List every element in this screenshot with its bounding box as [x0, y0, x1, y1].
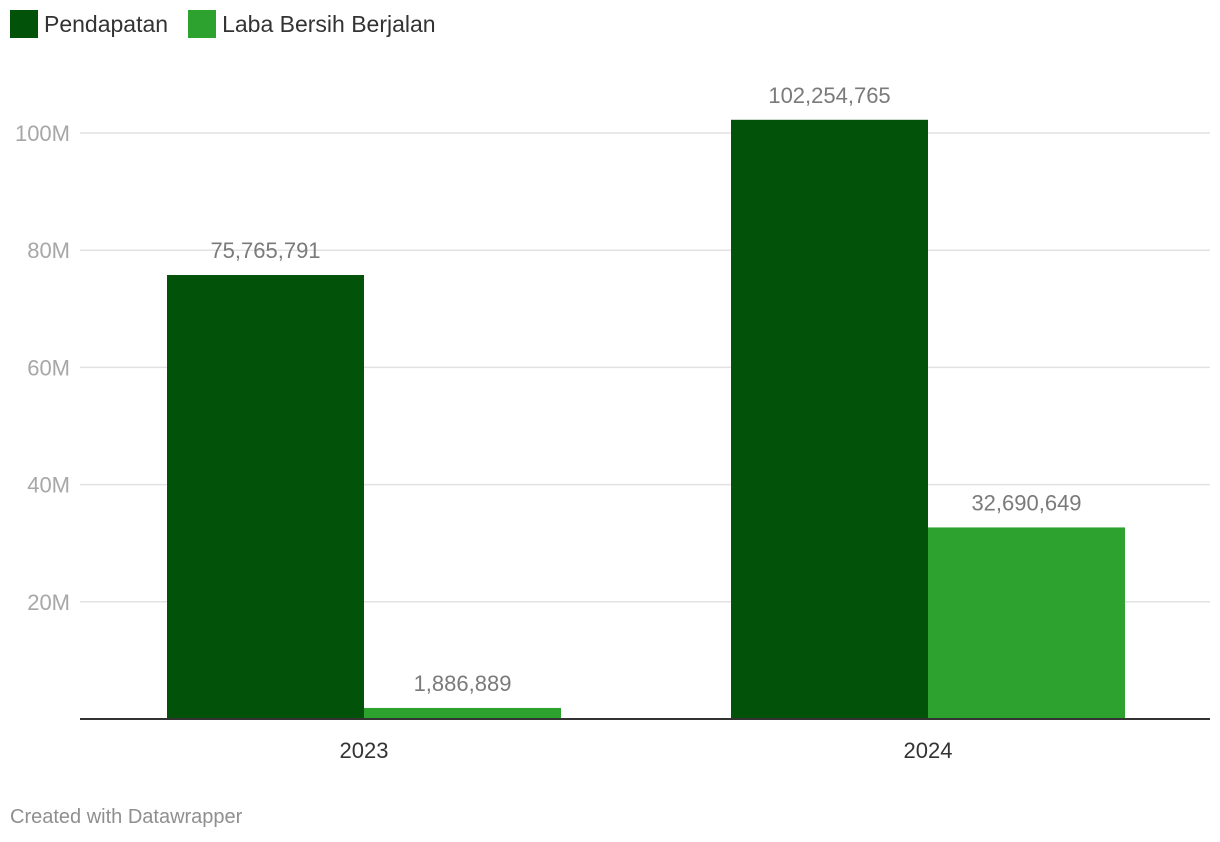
- y-tick-label-100M: 100M: [15, 121, 70, 146]
- legend-item-pendapatan: Pendapatan: [10, 10, 168, 38]
- y-tick-label-40M: 40M: [27, 473, 70, 498]
- bar-laba-bersih-2023: [364, 707, 561, 719]
- bar-pendapatan-2023: [167, 275, 364, 719]
- x-tick-label-2024: 2024: [904, 738, 953, 763]
- y-tick-label-80M: 80M: [27, 238, 70, 263]
- legend-swatch-laba-bersih: [188, 10, 217, 38]
- x-tick-label-2023: 2023: [340, 738, 389, 763]
- legend-item-laba-bersih: Laba Bersih Berjalan: [188, 10, 436, 38]
- data-label-laba-bersih-2023: 1,886,889: [414, 671, 512, 696]
- data-label-laba-bersih-2024: 32,690,649: [971, 490, 1081, 515]
- y-tick-label-20M: 20M: [27, 590, 70, 615]
- bar-laba-bersih-2024: [928, 527, 1125, 719]
- legend-label-pendapatan: Pendapatan: [44, 10, 169, 37]
- legend-label-laba-bersih: Laba Bersih Berjalan: [222, 10, 436, 37]
- data-label-pendapatan-2024: 102,254,765: [768, 83, 890, 108]
- y-tick-label-60M: 60M: [27, 355, 70, 380]
- legend-swatch-pendapatan: [10, 10, 38, 38]
- data-label-pendapatan-2023: 75,765,791: [210, 238, 320, 263]
- credit-footer: Created with Datawrapper: [10, 806, 243, 828]
- legend: Pendapatan Laba Bersih Berjalan: [10, 10, 436, 38]
- bar-pendapatan-2024: [731, 119, 928, 719]
